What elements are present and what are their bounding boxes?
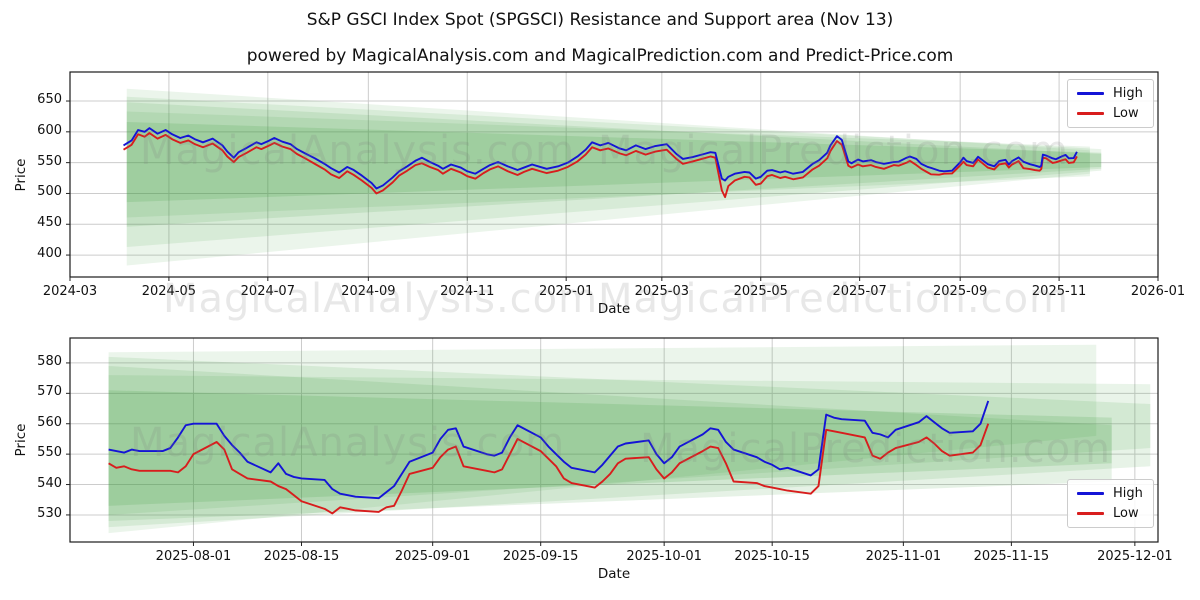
x-tick-label: 2024-07 <box>240 284 295 299</box>
legend-item-low: Low <box>1077 507 1143 520</box>
x-axis-label-bottom: Date <box>597 566 631 582</box>
low-line-swatch <box>1077 112 1104 115</box>
x-tick-label: 2025-11 <box>1031 284 1087 299</box>
support-resistance-band <box>126 111 1090 218</box>
x-tick-label: 2025-10-15 <box>734 549 810 564</box>
x-tick-label: 2025-09-01 <box>394 549 471 564</box>
legend-item-high: High <box>1077 487 1143 500</box>
legend-item-low: Low <box>1077 107 1143 120</box>
x-tick-label: 2025-12-01 <box>1097 549 1173 564</box>
x-tick-label: 2025-09 <box>933 284 988 299</box>
axes-spine <box>69 71 1159 278</box>
high-series-line <box>108 400 990 500</box>
support-resistance-band <box>108 356 1151 528</box>
legend-item-high: High <box>1077 87 1143 100</box>
y-tick-label: 560 <box>37 414 62 430</box>
x-tick-label: 2025-11-15 <box>973 549 1050 564</box>
y-tick-label: 530 <box>37 505 62 521</box>
support-resistance-band <box>108 344 1097 534</box>
high-line-swatch <box>1077 492 1104 495</box>
x-tick-label: 2026-01 <box>1130 284 1186 299</box>
chart-subtitle: powered by MagicalAnalysis.com and Magic… <box>246 46 954 66</box>
legend-label-low: Low <box>1113 106 1139 121</box>
x-tick-label: 2024-09 <box>341 284 396 299</box>
support-resistance-band <box>108 375 1151 515</box>
y-tick-label: 450 <box>37 215 62 231</box>
high-series-line <box>123 127 1078 190</box>
x-tick-label: 2024-03 <box>42 284 98 299</box>
y-tick-label: 500 <box>37 184 62 200</box>
y-tick-label: 400 <box>37 246 62 262</box>
support-resistance-band <box>126 102 1102 227</box>
x-tick-label: 2024-11 <box>440 284 495 299</box>
legend-label-low: Low <box>1113 506 1139 521</box>
x-tick-label: 2025-07 <box>832 284 887 299</box>
x-tick-label: 2025-11-01 <box>865 549 942 564</box>
x-tick-label: 2025-01 <box>538 284 594 299</box>
x-tick-label: 2024-05 <box>141 284 197 299</box>
x-tick-label: 2025-08-01 <box>155 549 232 564</box>
support-resistance-band <box>108 390 1112 506</box>
x-tick-label: 2025-09-15 <box>502 549 579 564</box>
y-tick-label: 550 <box>37 153 62 169</box>
chart-title: S&P GSCI Index Spot (SPGSCI) Resistance … <box>306 10 894 30</box>
axes-spine <box>69 337 1159 543</box>
legend-label-high: High <box>1113 486 1143 501</box>
x-tick-label: 2025-05 <box>733 284 788 299</box>
legend-bottom-chart: High Low <box>1067 479 1154 528</box>
low-series-line <box>123 132 1078 199</box>
support-resistance-band <box>126 96 1102 248</box>
y-tick-label: 570 <box>37 384 62 400</box>
legend-top-chart: High Low <box>1067 79 1154 128</box>
y-tick-label: 540 <box>37 475 62 491</box>
y-tick-label: 650 <box>37 92 62 108</box>
x-axis-label-top: Date <box>597 301 631 317</box>
x-tick-label: 2025-10-01 <box>626 549 702 564</box>
low-series-line <box>108 423 990 515</box>
support-resistance-band <box>108 365 1112 522</box>
x-tick-label: 2025-08-15 <box>263 549 340 564</box>
y-tick-label: 580 <box>37 353 62 369</box>
low-line-swatch <box>1077 512 1104 515</box>
x-tick-label: 2025-03 <box>634 284 689 299</box>
high-line-swatch <box>1077 92 1104 95</box>
legend-label-high: High <box>1113 86 1143 101</box>
y-tick-label: 550 <box>37 445 62 461</box>
y-tick-label: 600 <box>37 122 62 138</box>
support-resistance-band <box>126 88 1090 266</box>
